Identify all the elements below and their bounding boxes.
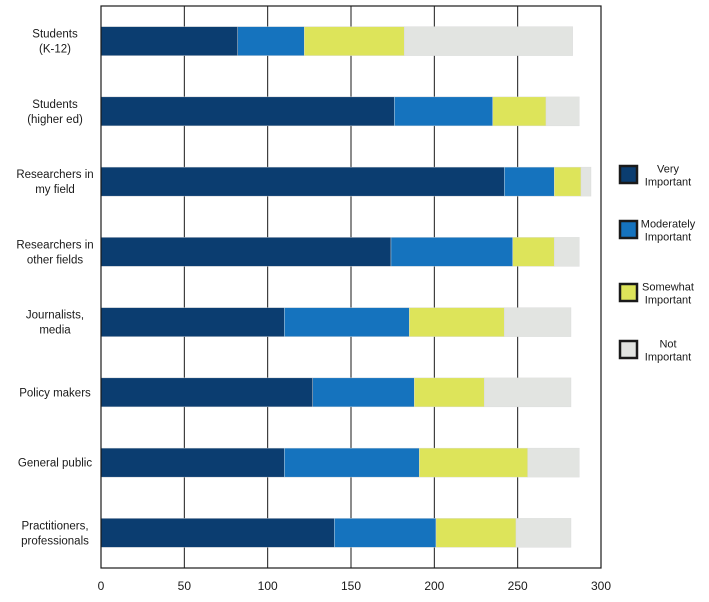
category-label: Policy makers: [19, 387, 91, 399]
bar-segment: [580, 166, 592, 197]
bar-segment: [492, 96, 547, 127]
category-label-line: (K-12): [39, 44, 71, 56]
legend-label: Somewhat Important: [642, 282, 694, 307]
category-label: Practitioners, professionals: [21, 520, 89, 547]
x-tick-label: 200: [424, 579, 444, 593]
category-labels: Students (K-12) Students (higher ed) Researc…: [16, 29, 93, 548]
category-label-line: Policy makers: [19, 387, 91, 399]
category-label-line: (higher ed): [27, 114, 83, 126]
bar-segment: [334, 518, 437, 548]
legend-label: Not Important: [645, 339, 691, 364]
category-label: Students (higher ed): [27, 99, 83, 126]
bars: [100, 26, 592, 548]
category-label-line: other fields: [27, 254, 84, 266]
bar-segment: [515, 518, 572, 548]
legend-swatch: [618, 219, 639, 240]
bar-segment: [100, 447, 285, 478]
bar-segment: [419, 447, 528, 478]
bar-segment: [512, 237, 555, 267]
bar-segment: [100, 26, 238, 56]
bar-segment: [394, 96, 493, 127]
x-tick-label: 50: [178, 579, 192, 593]
category-label-line: media: [39, 325, 71, 337]
bar-segment: [409, 307, 505, 337]
bar-segment: [527, 447, 580, 478]
legend-label: Moderately Important: [641, 219, 696, 244]
bar-segment: [100, 96, 395, 127]
x-tick-label: 150: [341, 579, 361, 593]
bar-segment: [504, 307, 572, 337]
legend-label-line: Important: [645, 295, 691, 307]
bar-segment: [435, 518, 517, 548]
x-tick-label: 250: [508, 579, 528, 593]
category-label-line: professionals: [21, 535, 89, 547]
x-tick-label: 100: [258, 579, 278, 593]
bar-segment: [100, 518, 335, 548]
bar-segment: [484, 377, 572, 408]
category-label: General public: [18, 458, 92, 470]
category-label-line: Researchers in: [16, 239, 93, 251]
bar-segment: [100, 166, 505, 197]
category-label-line: my field: [35, 184, 75, 196]
bar-segment: [237, 26, 305, 56]
x-axis-ticks: 0 50 100 150 200 250 300: [98, 579, 612, 593]
bar-segment: [100, 237, 392, 267]
legend-swatch: [618, 164, 639, 185]
category-label: Journalists, media: [26, 310, 84, 337]
bar-segment: [504, 166, 555, 197]
category-label-line: Practitioners,: [21, 520, 88, 532]
legend-label: Very Important: [645, 164, 691, 189]
bar-segment: [284, 307, 410, 337]
bar-segment: [312, 377, 415, 408]
legend-label-line: Important: [645, 177, 691, 189]
bar-segment: [554, 166, 582, 197]
bar-segment: [304, 26, 405, 56]
legend-swatch: [618, 282, 639, 303]
grid-lines: [183, 6, 519, 568]
category-label: Students (K-12): [32, 29, 78, 56]
x-tick-label: 0: [98, 579, 105, 593]
category-label-line: General public: [18, 458, 92, 470]
bar-segment: [100, 377, 313, 408]
bar-segment: [390, 237, 513, 267]
bar-segment: [100, 307, 285, 337]
legend-label-line: Important: [645, 352, 691, 364]
category-label-line: Researchers in: [16, 169, 93, 181]
legend-label-line: Somewhat: [642, 282, 694, 294]
plot-frame: [100, 5, 602, 569]
category-label-line: Students: [32, 29, 78, 41]
bar-segment: [414, 377, 485, 408]
legend-label-line: Important: [645, 232, 691, 244]
legend-label-line: Moderately: [641, 219, 696, 231]
legend-label-line: Not: [659, 339, 676, 351]
bar-segment: [545, 96, 580, 127]
bar-segment: [404, 26, 573, 56]
category-label: Researchers in other fields: [16, 239, 93, 266]
x-tick-label: 300: [591, 579, 611, 593]
legend-swatch: [618, 339, 639, 360]
legend-label-line: Very: [657, 164, 680, 176]
category-label-line: Students: [32, 99, 78, 111]
bar-segment: [554, 237, 580, 267]
bar-segment: [284, 447, 420, 478]
category-label: Researchers in my field: [16, 169, 93, 196]
category-label-line: Journalists,: [26, 310, 84, 322]
